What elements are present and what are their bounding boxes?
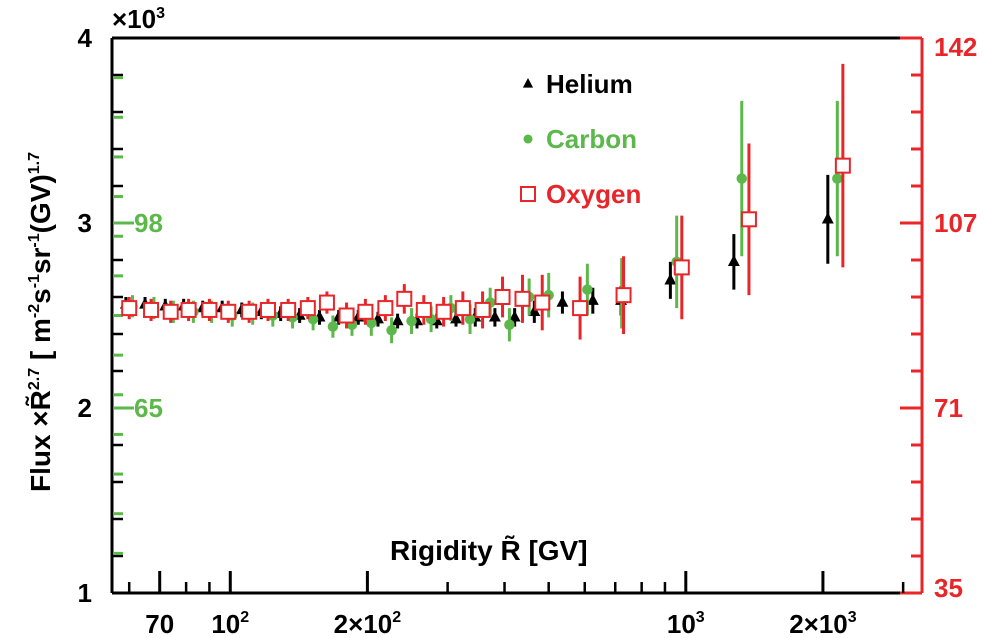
data-point bbox=[338, 307, 355, 324]
legend-label-carbon: Carbon bbox=[546, 124, 637, 154]
red-axis-label: 107 bbox=[934, 208, 977, 238]
data-point bbox=[615, 287, 632, 304]
data-point bbox=[357, 303, 374, 320]
legend: Helium Carbon Oxygen bbox=[520, 69, 641, 209]
data-point bbox=[494, 289, 511, 305]
data-point bbox=[727, 254, 740, 267]
data-point bbox=[832, 173, 843, 184]
x-tick-label: 102 bbox=[211, 609, 249, 638]
data-point bbox=[664, 273, 677, 285]
data-point bbox=[377, 300, 394, 317]
data-point bbox=[396, 290, 413, 307]
red-axis-label: 35 bbox=[934, 573, 963, 603]
data-point bbox=[121, 300, 138, 317]
y-tick-label: 4 bbox=[78, 23, 93, 53]
y-tick-label: 3 bbox=[78, 208, 92, 238]
y-multiplier: ×103 bbox=[112, 4, 165, 34]
data-point bbox=[450, 312, 462, 324]
y-axis-title: Flux ×R̃2.7 [ m-2s-1sr-1(GV)1.7 bbox=[25, 152, 56, 492]
data-point bbox=[582, 284, 593, 295]
data-point bbox=[736, 173, 748, 184]
legend-label-oxygen: Oxygen bbox=[546, 179, 641, 209]
data-point bbox=[180, 301, 197, 318]
data-point bbox=[508, 310, 521, 322]
data-point bbox=[299, 300, 316, 317]
x-tick-label: 2×103 bbox=[789, 609, 857, 638]
legend-marker-oxygen bbox=[520, 186, 536, 202]
series-oxygen bbox=[121, 63, 851, 340]
data-point bbox=[534, 294, 551, 311]
plot-frame bbox=[110, 36, 924, 595]
data-point bbox=[504, 319, 515, 330]
data-point bbox=[572, 300, 589, 317]
data-point bbox=[201, 301, 218, 318]
data-point bbox=[435, 303, 452, 320]
data-point bbox=[391, 314, 404, 326]
data-point bbox=[821, 212, 834, 224]
data-point bbox=[307, 313, 319, 325]
y-tick-label: 2 bbox=[78, 393, 92, 423]
data-point bbox=[366, 317, 377, 329]
legend-marker-carbon bbox=[523, 134, 533, 144]
axis-ticks bbox=[112, 36, 922, 595]
data-point bbox=[386, 325, 397, 336]
data-point bbox=[241, 303, 258, 320]
data-point bbox=[464, 313, 476, 325]
legend-label-helium: Helium bbox=[546, 69, 633, 99]
y-tick-label: 1 bbox=[78, 578, 92, 608]
x-axis-title: Rigidity R̃ [GV] bbox=[390, 535, 588, 566]
series-layer bbox=[119, 63, 851, 344]
data-point bbox=[327, 321, 339, 332]
data-point bbox=[406, 315, 417, 327]
red-axis-label: 142 bbox=[934, 32, 977, 62]
axis-labels: 1 2 3 4 98 65 142 107 71 35 70 102 2×102 103 2×103 bbox=[78, 23, 978, 638]
data-point bbox=[488, 310, 501, 322]
data-point bbox=[834, 157, 851, 174]
green-axis-label: 98 bbox=[134, 208, 163, 238]
data-point bbox=[259, 301, 276, 318]
legend-marker-helium bbox=[522, 78, 534, 88]
data-point bbox=[514, 290, 531, 307]
data-point bbox=[474, 301, 491, 318]
data-point bbox=[318, 294, 335, 311]
x-tick-label: 2×102 bbox=[334, 609, 402, 638]
data-point bbox=[673, 259, 690, 276]
data-point bbox=[143, 301, 160, 318]
data-point bbox=[556, 295, 569, 307]
data-point bbox=[220, 303, 237, 320]
data-point bbox=[586, 293, 599, 305]
x-tick-label: 103 bbox=[667, 609, 705, 638]
data-point bbox=[162, 303, 179, 320]
data-point bbox=[454, 300, 471, 317]
data-point bbox=[740, 211, 757, 228]
x-tick-label: 70 bbox=[145, 609, 174, 638]
green-axis-label: 65 bbox=[134, 393, 163, 423]
red-axis-label: 71 bbox=[934, 393, 963, 423]
data-point bbox=[415, 301, 432, 318]
data-point bbox=[280, 301, 297, 318]
